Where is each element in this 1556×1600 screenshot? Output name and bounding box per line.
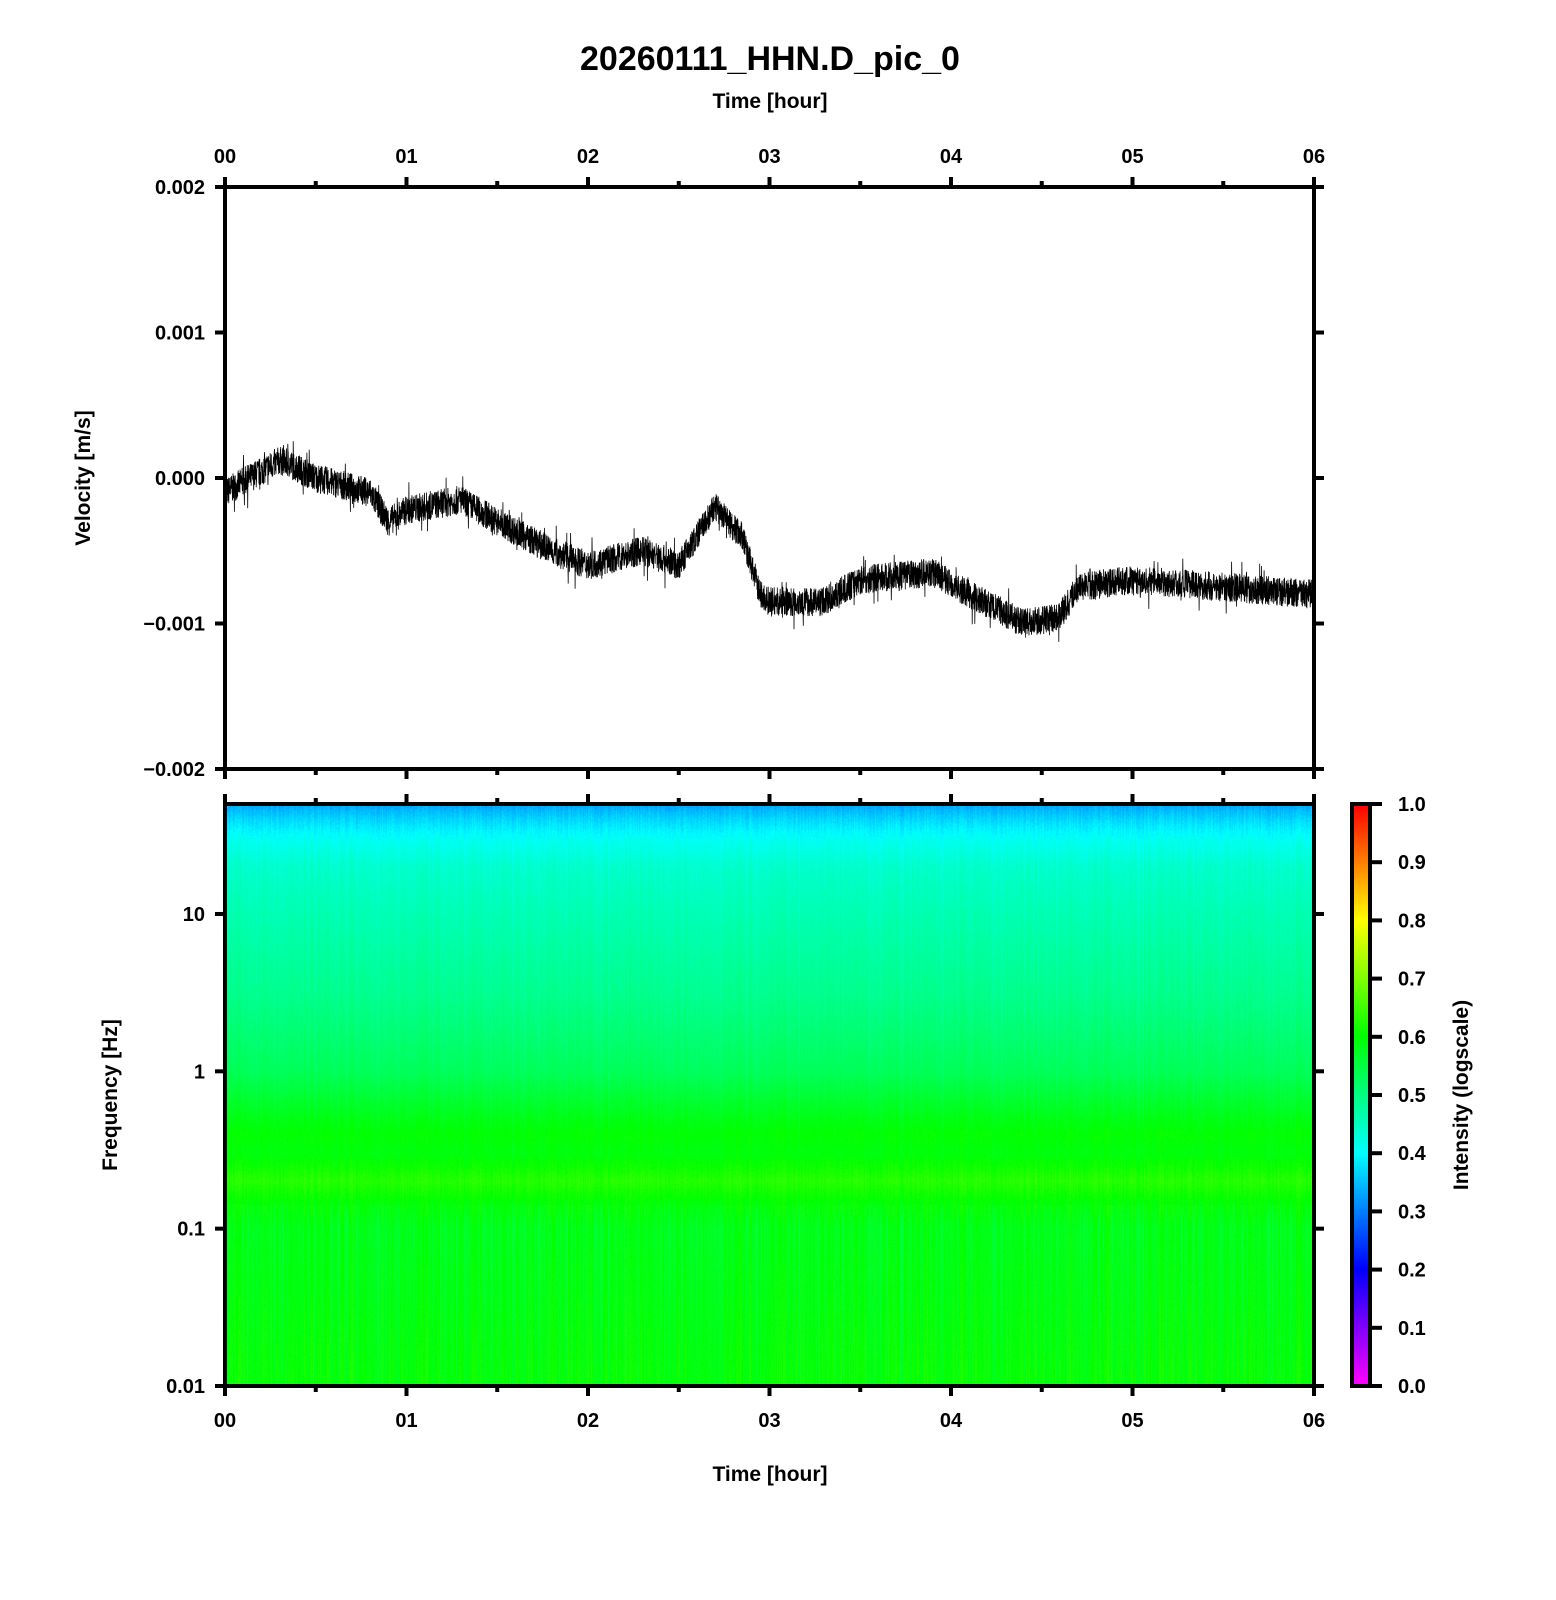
colorbar-frame xyxy=(1350,802,1372,1388)
top-x-tick-label: 01 xyxy=(395,146,417,168)
colorbar-tick-label: 1.0 xyxy=(1398,794,1426,816)
colorbar-tick-label: 0.7 xyxy=(1398,969,1426,991)
bottom-x-axis-label: Time [hour] xyxy=(712,1463,828,1486)
top-x-tick-label: 04 xyxy=(940,146,963,168)
velocity-tick-label: −0.002 xyxy=(143,759,205,781)
colorbar-tick-label: 0.5 xyxy=(1398,1085,1426,1107)
colorbar-tick-label: 0.2 xyxy=(1398,1260,1426,1282)
velocity-tick-label: −0.001 xyxy=(143,614,205,636)
bottom-x-tick-label: 02 xyxy=(577,1410,599,1432)
top-x-tick-label: 02 xyxy=(577,146,599,168)
chart-title: 20260111_HHN.D_pic_0 xyxy=(580,40,960,78)
bottom-x-tick-label: 00 xyxy=(214,1410,236,1432)
top-x-tick-label: 00 xyxy=(214,146,236,168)
frequency-tick-label: 10 xyxy=(183,904,205,926)
spectrogram-image xyxy=(225,804,1314,1386)
top-x-tick-label: 03 xyxy=(758,146,780,168)
spectrogram-frame xyxy=(223,802,1316,1388)
bottom-x-tick-label: 06 xyxy=(1303,1410,1325,1432)
bottom-x-tick-label: 04 xyxy=(940,1410,963,1432)
frequency-tick-label: 0.1 xyxy=(177,1219,205,1241)
waveform-frame xyxy=(223,185,1316,771)
top-x-axis-label: Time [hour] xyxy=(712,90,828,113)
velocity-tick-label: 0.001 xyxy=(155,323,205,345)
colorbar-tick-label: 0.3 xyxy=(1398,1201,1426,1223)
colorbar-gradient xyxy=(1352,804,1370,1386)
colorbar-tick-label: 0.4 xyxy=(1398,1143,1427,1165)
top-x-tick-label: 06 xyxy=(1303,146,1325,168)
colorbar-tick-label: 0.8 xyxy=(1398,910,1426,932)
bottom-x-tick-label: 05 xyxy=(1121,1410,1143,1432)
bottom-x-tick-label: 03 xyxy=(758,1410,780,1432)
velocity-tick-label: 0.002 xyxy=(155,177,205,199)
colorbar-tick-label: 0.0 xyxy=(1398,1376,1426,1398)
velocity-tick-label: 0.000 xyxy=(155,468,205,490)
colorbar-tick-label: 0.1 xyxy=(1398,1318,1426,1340)
colorbar-tick-label: 0.6 xyxy=(1398,1027,1426,1049)
frequency-tick-label: 0.01 xyxy=(166,1376,205,1398)
top-x-tick-label: 05 xyxy=(1121,146,1143,168)
bottom-x-tick-label: 01 xyxy=(395,1410,417,1432)
frequency-tick-label: 1 xyxy=(194,1061,205,1083)
colorbar-tick-label: 0.9 xyxy=(1398,852,1426,874)
waveform-line xyxy=(224,441,1315,642)
